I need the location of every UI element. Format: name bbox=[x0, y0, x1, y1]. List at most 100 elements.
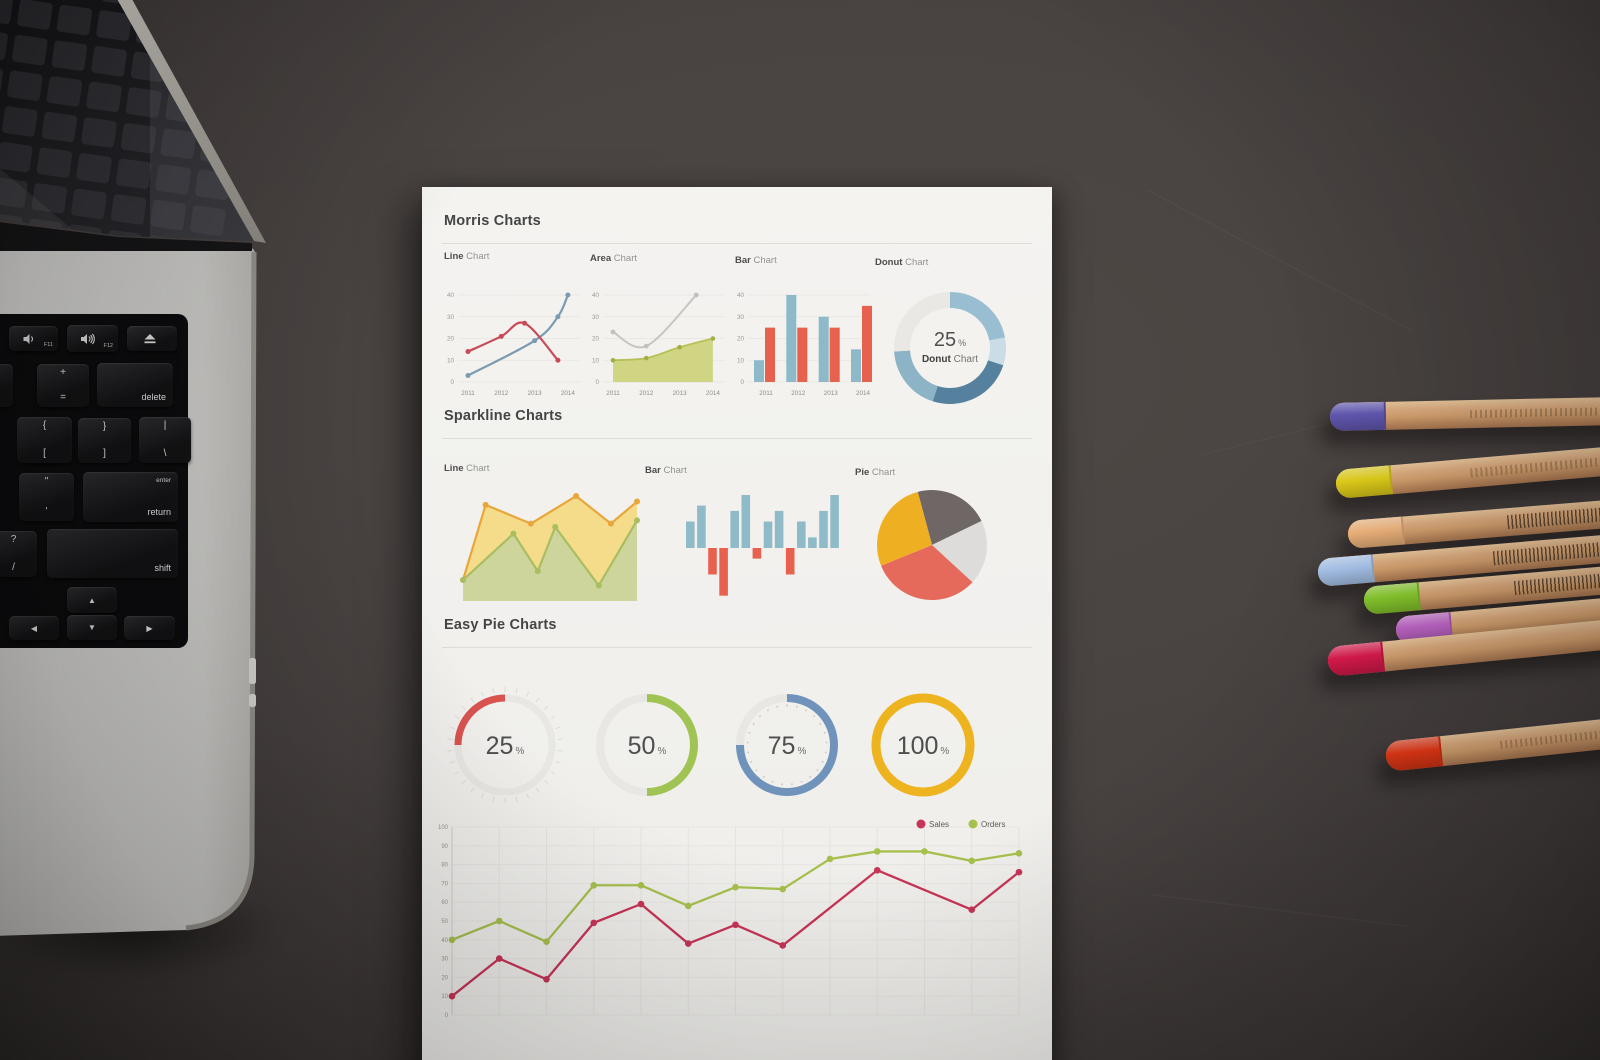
key-f12: F12 bbox=[67, 325, 118, 352]
svg-text:20: 20 bbox=[441, 975, 448, 981]
sparkline-pie-chart bbox=[877, 490, 987, 600]
eject-icon bbox=[143, 333, 156, 344]
desk-scratch bbox=[1150, 894, 1410, 927]
arrow-right-icon: ▶ bbox=[146, 623, 153, 633]
chart-paper: Morris Charts Line Chart Area Chart Bar … bbox=[422, 187, 1052, 1060]
svg-text:30: 30 bbox=[737, 314, 745, 321]
section-rule bbox=[442, 647, 1032, 648]
morris-bar-chart: 0 10 20 30 40 2011 2012 2013 2014 bbox=[737, 292, 872, 397]
svg-text:20: 20 bbox=[737, 336, 745, 343]
morris-area-label: Area Chart bbox=[590, 253, 637, 264]
sparkline-bar-chart bbox=[686, 495, 839, 596]
key-shift-label: shift bbox=[154, 563, 171, 573]
arrow-up-icon: ▲ bbox=[88, 595, 96, 605]
svg-text:25%: 25% bbox=[934, 329, 966, 351]
svg-text:2011: 2011 bbox=[461, 390, 475, 397]
key-eject bbox=[127, 326, 177, 351]
morris-bar-label: Bar Chart bbox=[735, 255, 777, 266]
key-arrow-up: ▲ bbox=[67, 587, 117, 613]
key-return-label: enter bbox=[156, 477, 171, 484]
key-brace-left-label: [ bbox=[43, 448, 46, 459]
key-question-label: ? bbox=[10, 534, 17, 545]
svg-text:100%: 100% bbox=[897, 732, 950, 760]
laptop-port bbox=[249, 694, 256, 707]
key-brace-left: {[ bbox=[17, 417, 72, 463]
svg-text:10: 10 bbox=[737, 357, 745, 364]
svg-text:10: 10 bbox=[592, 357, 600, 364]
pencil-peach-barcode bbox=[1506, 506, 1600, 530]
svg-text:10: 10 bbox=[447, 357, 455, 364]
svg-text:2013: 2013 bbox=[528, 390, 543, 397]
svg-text:2012: 2012 bbox=[791, 390, 806, 397]
key-f12-label: F12 bbox=[103, 343, 113, 349]
svg-text:0: 0 bbox=[445, 1013, 449, 1019]
svg-text:Orders: Orders bbox=[981, 820, 1005, 829]
pencil-crimson-cap bbox=[1326, 641, 1386, 677]
pencil-green-cap bbox=[1362, 582, 1421, 615]
pencil-yellow-print bbox=[1470, 457, 1600, 478]
screen-rim bbox=[117, 0, 266, 243]
easy-pie-100: 100% bbox=[871, 693, 975, 797]
arrow-left-icon: ◀ bbox=[30, 623, 38, 633]
svg-text:60: 60 bbox=[441, 900, 448, 906]
volume-low-icon bbox=[23, 333, 39, 345]
key-shift: shift bbox=[47, 529, 178, 578]
key-f11: F11 bbox=[9, 326, 58, 351]
svg-text:2013: 2013 bbox=[673, 390, 688, 397]
easy-pie-75: 75% bbox=[736, 694, 838, 796]
section-rule bbox=[442, 438, 1032, 439]
section-title-sparkline: Sparkline Charts bbox=[444, 408, 563, 424]
svg-text:30: 30 bbox=[447, 314, 455, 321]
key-brace-right-label: } bbox=[102, 421, 107, 432]
key-plus-label: + bbox=[60, 367, 66, 378]
pencil-peach-cap bbox=[1346, 516, 1405, 549]
morris-area-chart: 0 10 20 30 40 2011 2012 2013 2014 bbox=[592, 292, 725, 397]
key-underscore-label: _ bbox=[0, 368, 13, 378]
svg-text:2014: 2014 bbox=[561, 390, 576, 397]
pencil-red-print bbox=[1499, 727, 1600, 750]
pencil-yellow bbox=[1334, 444, 1600, 499]
pencil-purple-cap bbox=[1329, 401, 1387, 431]
arrow-down-icon: ▼ bbox=[88, 623, 96, 632]
key-quote: " ' bbox=[19, 473, 74, 521]
easy-pie-25: 25% bbox=[447, 687, 563, 803]
key-underscore: _- bbox=[0, 364, 13, 407]
svg-text:0: 0 bbox=[450, 379, 454, 386]
sales-orders-chart: 0 10 20 30 40 50 60 70 80 90 100 Sales Orders bbox=[438, 819, 1023, 1019]
pencil-blue-cap bbox=[1316, 554, 1375, 587]
key-plus: + = bbox=[37, 364, 89, 407]
laptop-hinge bbox=[0, 222, 252, 251]
key-question: ? / bbox=[0, 531, 37, 577]
svg-text:2011: 2011 bbox=[606, 390, 620, 397]
easy-pie-50: 50% bbox=[596, 694, 698, 796]
key-return: enter return bbox=[83, 472, 178, 522]
pencil-green-barcode bbox=[1514, 571, 1600, 596]
svg-text:10: 10 bbox=[441, 994, 448, 1000]
key-plus-label: = bbox=[60, 392, 66, 403]
morris-donut-label: Donut Chart bbox=[875, 257, 929, 268]
spark-line-label: Line Chart bbox=[444, 463, 490, 474]
svg-text:40: 40 bbox=[737, 292, 745, 299]
key-arrow-down: ▼ bbox=[67, 615, 117, 640]
svg-text:Donut Chart: Donut Chart bbox=[922, 354, 978, 365]
pencil-purple-print bbox=[1469, 407, 1600, 418]
key-delete-label: delete bbox=[141, 392, 166, 402]
morris-line-chart: 0 10 20 30 40 2011 2012 2013 2014 bbox=[447, 292, 580, 397]
section-title-easypie: Easy Pie Charts bbox=[444, 617, 557, 633]
svg-text:40: 40 bbox=[592, 292, 600, 299]
svg-text:2012: 2012 bbox=[494, 390, 509, 397]
svg-text:40: 40 bbox=[447, 292, 455, 299]
svg-text:20: 20 bbox=[447, 336, 455, 343]
morris-line-label: Line Chart bbox=[444, 251, 490, 262]
svg-text:100: 100 bbox=[438, 825, 449, 831]
svg-text:75%: 75% bbox=[768, 732, 807, 760]
key-brace-left-label: { bbox=[42, 420, 47, 431]
svg-text:2011: 2011 bbox=[759, 390, 773, 397]
keyboard-keys: F11F12_-+=delete{[}]|\"'enterreturn?/shi… bbox=[0, 0, 300, 700]
key-arrow-right: ▶ bbox=[124, 616, 175, 640]
key-delete: delete bbox=[97, 363, 173, 407]
key-brace-right-label: ] bbox=[103, 448, 106, 459]
key-question-label: / bbox=[12, 562, 15, 573]
svg-text:70: 70 bbox=[441, 881, 448, 887]
svg-text:80: 80 bbox=[441, 863, 448, 869]
